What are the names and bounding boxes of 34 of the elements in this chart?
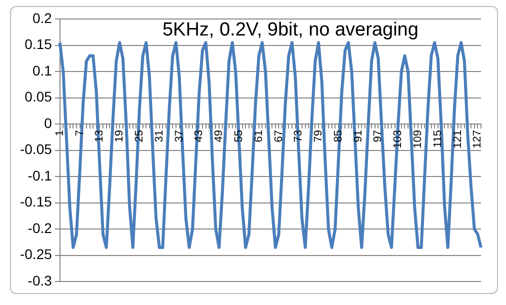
x-tick-label: 79 (312, 130, 325, 142)
y-tick-label: 0 (44, 114, 52, 131)
y-tick-label: -0.2 (28, 220, 52, 236)
y-tick-label: -0.05 (20, 141, 52, 158)
x-tick-label: 43 (193, 130, 206, 142)
y-tick-label: 0.1 (32, 62, 52, 78)
y-tick-label: 0.05 (24, 88, 52, 105)
x-tick-label: 109 (412, 130, 424, 148)
x-tick-label: 25 (134, 130, 146, 142)
x-tick-label: 13 (94, 130, 106, 142)
x-tick-label: 103 (392, 130, 404, 148)
x-tick-label: 31 (153, 130, 166, 142)
x-tick-label: 91 (352, 130, 364, 142)
x-tick-label: 85 (332, 130, 344, 142)
x-tick-label: 1 (54, 130, 66, 136)
x-tick-label: 127 (472, 130, 484, 148)
x-tick-label: 61 (252, 130, 265, 142)
x-tick-label: 49 (213, 130, 226, 142)
x-tick-label: 7 (74, 130, 86, 136)
x-tick-label: 73 (292, 130, 305, 142)
y-tick-label: 0.15 (24, 36, 52, 52)
x-tick-label: 19 (114, 130, 126, 142)
x-tick-label: 67 (272, 130, 285, 142)
x-tick-label: 37 (173, 130, 186, 142)
y-tick-label: 0.2 (32, 10, 52, 26)
x-tick-label: 115 (432, 130, 444, 148)
x-tick-label: 55 (232, 130, 245, 142)
y-tick-label: -0.25 (20, 246, 52, 262)
y-tick-label: -0.3 (28, 272, 52, 288)
chart-title: 5KHz, 0.2V, 9bit, no averaging (162, 20, 418, 41)
y-tick-label: -0.15 (20, 194, 52, 210)
x-tick-label: 97 (372, 130, 384, 142)
x-tick-label: 121 (452, 130, 464, 148)
y-tick-label: -0.1 (28, 167, 52, 184)
